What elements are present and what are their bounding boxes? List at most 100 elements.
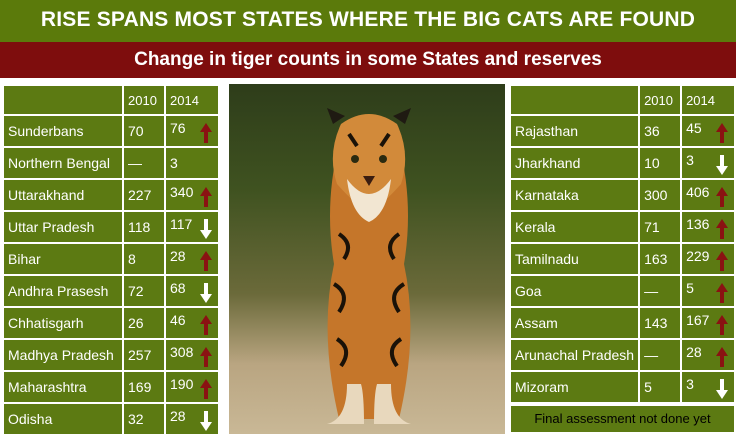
state-name: Jharkhand bbox=[511, 148, 639, 178]
count-2010: 118 bbox=[124, 212, 164, 242]
table-row: Tamilnadu 163 229 bbox=[511, 244, 734, 274]
count-2010: — bbox=[124, 148, 164, 178]
table-row: Arunachal Pradesh — 28 bbox=[511, 340, 734, 370]
count-2014: 190 bbox=[170, 375, 194, 392]
count-2014-cell: 76 bbox=[166, 116, 218, 146]
state-name: Tamilnadu bbox=[511, 244, 639, 274]
state-name: Karnataka bbox=[511, 180, 639, 210]
count-2010: 36 bbox=[640, 116, 681, 146]
table-row: Sunderbans 70 76 bbox=[4, 116, 218, 146]
count-2014: 406 bbox=[686, 183, 710, 200]
count-2010: 5 bbox=[640, 372, 681, 402]
count-2014-cell: 45 bbox=[682, 116, 734, 146]
count-2014-cell: 3 bbox=[682, 372, 734, 402]
right-state-table: 2010 2014 Rajasthan 36 45 Jharkhand 10 3 Karna… bbox=[509, 84, 736, 404]
arrow-down-icon bbox=[714, 378, 730, 399]
count-2010: 10 bbox=[640, 148, 681, 178]
state-name: Bihar bbox=[4, 244, 122, 274]
state-name: Andhra Prasesh bbox=[4, 276, 122, 306]
arrow-up-icon bbox=[198, 250, 214, 271]
count-2014-cell: 136 bbox=[682, 212, 734, 242]
subtitle: Change in tiger counts in some States an… bbox=[0, 42, 736, 78]
state-name: Kerala bbox=[511, 212, 639, 242]
arrow-up-icon bbox=[198, 186, 214, 207]
count-2014: 340 bbox=[170, 183, 194, 200]
state-name: Goa bbox=[511, 276, 639, 306]
state-name: Odisha bbox=[4, 404, 122, 434]
state-name: Mizoram bbox=[511, 372, 639, 402]
count-2014: 3 bbox=[170, 155, 178, 171]
count-2014-cell: 340 bbox=[166, 180, 218, 210]
state-name: Madhya Pradesh bbox=[4, 340, 122, 370]
state-name: Northern Bengal bbox=[4, 148, 122, 178]
count-2014: 28 bbox=[170, 247, 186, 264]
table-row: Uttarakhand 227 340 bbox=[4, 180, 218, 210]
table-row: Maharashtra 169 190 bbox=[4, 372, 218, 402]
count-2014-cell: 3 bbox=[682, 148, 734, 178]
arrow-up-icon bbox=[198, 314, 214, 335]
state-name: Maharashtra bbox=[4, 372, 122, 402]
count-2014: 117 bbox=[170, 215, 193, 232]
table-row: Northern Bengal — 3 bbox=[4, 148, 218, 178]
arrow-up-icon bbox=[714, 346, 730, 367]
count-2010: 8 bbox=[124, 244, 164, 274]
arrow-up-icon bbox=[714, 250, 730, 271]
header-blank-cell bbox=[4, 86, 122, 114]
arrow-up-icon bbox=[198, 122, 214, 143]
table-row: Karnataka 300 406 bbox=[511, 180, 734, 210]
arrow-up-icon bbox=[198, 346, 214, 367]
count-2014-cell: 190 bbox=[166, 372, 218, 402]
state-name: Uttarakhand bbox=[4, 180, 122, 210]
table-row: Madhya Pradesh 257 308 bbox=[4, 340, 218, 370]
table-row: Assam 143 167 bbox=[511, 308, 734, 338]
count-2014: 28 bbox=[686, 343, 702, 360]
count-2014-cell: 3 bbox=[166, 148, 218, 178]
count-2010: — bbox=[640, 276, 681, 306]
count-2010: — bbox=[640, 340, 681, 370]
count-2014-cell: 68 bbox=[166, 276, 218, 306]
count-2014-cell: 229 bbox=[682, 244, 734, 274]
table-row: Chhatisgarh 26 46 bbox=[4, 308, 218, 338]
tiger-photo bbox=[229, 84, 505, 434]
arrow-up-icon bbox=[714, 218, 730, 239]
count-2014: 3 bbox=[686, 375, 694, 392]
count-2014: 308 bbox=[170, 343, 194, 360]
count-2014: 3 bbox=[686, 151, 694, 168]
count-2014-cell: 117 bbox=[166, 212, 218, 242]
count-2010: 169 bbox=[124, 372, 164, 402]
count-2010: 227 bbox=[124, 180, 164, 210]
count-2014-cell: 28 bbox=[166, 244, 218, 274]
count-2010: 26 bbox=[124, 308, 164, 338]
count-2010: 70 bbox=[124, 116, 164, 146]
header-2010: 2010 bbox=[640, 86, 681, 114]
table-row: Kerala 71 136 bbox=[511, 212, 734, 242]
count-2014-cell: 406 bbox=[682, 180, 734, 210]
arrow-up-icon bbox=[714, 282, 730, 303]
count-2014: 76 bbox=[170, 119, 186, 136]
assessment-note: Final assessment not done yet bbox=[511, 406, 734, 432]
table-row: Bihar 8 28 bbox=[4, 244, 218, 274]
state-name: Arunachal Pradesh bbox=[511, 340, 639, 370]
header-blank-cell bbox=[511, 86, 639, 114]
arrow-up-icon bbox=[198, 378, 214, 399]
arrow-down-icon bbox=[198, 282, 214, 303]
tiger-illustration bbox=[327, 108, 411, 424]
arrow-up-icon bbox=[714, 186, 730, 207]
count-2014: 68 bbox=[170, 279, 186, 296]
count-2014: 136 bbox=[686, 215, 710, 232]
count-2014-cell: 5 bbox=[682, 276, 734, 306]
table-row: Odisha 32 28 bbox=[4, 404, 218, 434]
table-row: Goa — 5 bbox=[511, 276, 734, 306]
table-row: Uttar Pradesh 118 117 bbox=[4, 212, 218, 242]
table-row: Mizoram 5 3 bbox=[511, 372, 734, 402]
count-2014-cell: 28 bbox=[682, 340, 734, 370]
count-2014: 28 bbox=[170, 407, 186, 424]
header-2014: 2014 bbox=[166, 86, 218, 114]
arrow-up-icon bbox=[714, 122, 730, 143]
arrow-up-icon bbox=[714, 314, 730, 335]
state-name: Chhatisgarh bbox=[4, 308, 122, 338]
main-title: RISE SPANS MOST STATES WHERE THE BIG CAT… bbox=[0, 0, 736, 42]
count-2014: 229 bbox=[686, 247, 710, 264]
count-2010: 257 bbox=[124, 340, 164, 370]
count-2014-cell: 46 bbox=[166, 308, 218, 338]
